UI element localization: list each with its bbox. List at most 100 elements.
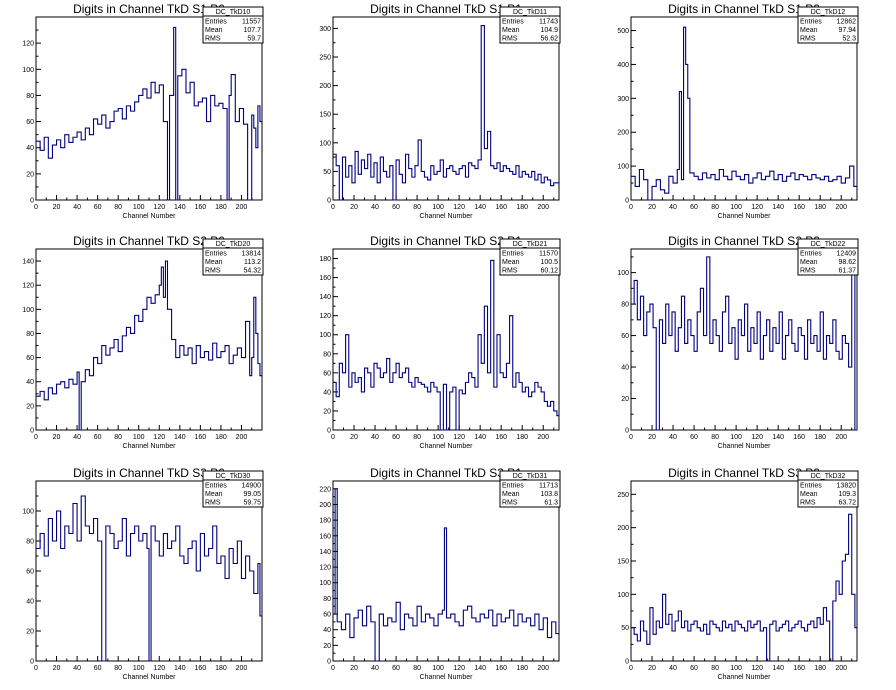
x-tick-label: 0 xyxy=(331,665,335,672)
y-tick-label: 200 xyxy=(617,130,629,137)
x-tick-label: 200 xyxy=(236,665,248,672)
y-tick-label: 60 xyxy=(26,355,34,362)
y-tick-label: 20 xyxy=(26,403,34,410)
plot-frame xyxy=(630,480,858,662)
stats-rms-value: 56.62 xyxy=(540,36,558,43)
stats-box-frame xyxy=(797,6,859,44)
y-tick-label: 140 xyxy=(319,294,331,301)
stats-name: DC_TkD10 xyxy=(216,9,251,16)
x-tick-label: 120 xyxy=(453,665,465,672)
x-tick-label: 140 xyxy=(174,204,186,211)
panel-title: Digits in Channel TkD S2 P0 xyxy=(73,234,225,248)
y-tick-label: 40 xyxy=(26,599,34,606)
x-tick-label: 180 xyxy=(516,665,528,672)
x-tick-label: 40 xyxy=(73,434,81,441)
stats-label: RMS xyxy=(502,268,518,275)
x-tick-label: 40 xyxy=(669,434,677,441)
stats-label: Entries xyxy=(502,19,524,26)
y-tick-label: 50 xyxy=(621,625,629,632)
x-tick-label: 120 xyxy=(153,665,165,672)
stats-box: DC_TkD31 Entries 11713 Mean 103.8 RMS 61.3 xyxy=(499,470,561,508)
stats-mean-value: 97.94 xyxy=(838,27,856,34)
x-tick-label: 80 xyxy=(711,434,719,441)
y-tick-label: 200 xyxy=(319,502,331,509)
x-tick-label: 0 xyxy=(34,204,38,211)
stats-rms-value: 61.37 xyxy=(838,268,856,275)
x-tick-label: 140 xyxy=(474,665,486,672)
y-tick-label: 40 xyxy=(621,365,629,372)
stats-entries-value: 11743 xyxy=(539,19,558,26)
y-tick-label: 50 xyxy=(323,169,331,176)
x-tick-label: 100 xyxy=(432,434,444,441)
stats-rms-value: 59.75 xyxy=(243,500,261,507)
y-tick-label: 250 xyxy=(319,55,331,62)
x-tick-label: 100 xyxy=(730,665,742,672)
x-tick-label: 80 xyxy=(114,204,122,211)
x-tick-label: 120 xyxy=(453,434,465,441)
x-tick-label: 200 xyxy=(236,434,248,441)
x-tick-label: 180 xyxy=(814,434,826,441)
stats-rms-value: 61.3 xyxy=(544,500,558,507)
y-tick-label: 0 xyxy=(30,428,34,435)
x-tick-label: 180 xyxy=(516,204,528,211)
stats-label: Mean xyxy=(502,27,520,34)
stats-box-frame xyxy=(797,470,859,508)
x-tick-label: 60 xyxy=(690,434,698,441)
y-tick-label: 140 xyxy=(319,549,331,556)
x-tick-label: 100 xyxy=(432,204,444,211)
x-tick-label: 200 xyxy=(537,204,549,211)
x-tick-label: 60 xyxy=(690,665,698,672)
stats-label: RMS xyxy=(800,36,816,43)
panel-title: Digits in Channel TkD S3 P0 xyxy=(73,466,225,480)
panel-title: Digits in Channel TkD S1 P0 xyxy=(73,2,225,16)
stats-box-frame xyxy=(202,6,264,44)
histogram-line xyxy=(36,260,262,431)
y-tick-label: 150 xyxy=(319,112,331,119)
stats-entries-value: 11557 xyxy=(242,19,261,26)
x-tick-label: 80 xyxy=(413,204,421,211)
histogram-panel: Digits in Channel TkD S3 P1 0 20 40 60 80 100 1… xyxy=(319,466,561,681)
stats-mean-value: 104.9 xyxy=(540,27,558,34)
x-tick-label: 180 xyxy=(516,434,528,441)
x-tick-label: 100 xyxy=(432,665,444,672)
histogram-panel: Digits in Channel TkD S1 P0 0 20 40 60 80 100 1… xyxy=(22,2,264,220)
y-tick-label: 300 xyxy=(319,26,331,33)
stats-label: Mean xyxy=(502,259,520,266)
histogram-panel: Digits in Channel TkD S3 P0 0 20 40 60 80 100 1… xyxy=(22,466,264,681)
x-tick-label: 40 xyxy=(73,665,81,672)
panel-title: Digits in Channel TkD S1 P1 xyxy=(370,2,522,16)
x-tick-label: 80 xyxy=(413,665,421,672)
y-tick-label: 100 xyxy=(617,592,629,599)
y-tick-label: 400 xyxy=(617,62,629,69)
stats-entries-value: 14900 xyxy=(242,483,262,490)
y-tick-label: 0 xyxy=(30,659,34,666)
histogram-line xyxy=(631,256,857,431)
x-tick-label: 200 xyxy=(835,665,847,672)
x-tick-label: 160 xyxy=(495,434,507,441)
y-tick-label: 60 xyxy=(323,370,331,377)
x-tick-label: 160 xyxy=(495,204,507,211)
x-tick-label: 160 xyxy=(195,204,207,211)
stats-label: Entries xyxy=(800,483,822,490)
x-tick-label: 40 xyxy=(669,204,677,211)
histogram-panel: Digits in Channel TkD S3 P2 0 20 40 60 80 100 1… xyxy=(617,466,859,681)
x-tick-label: 200 xyxy=(537,434,549,441)
stats-label: Mean xyxy=(502,491,520,498)
stats-mean-value: 109.3 xyxy=(838,491,856,498)
y-tick-label: 100 xyxy=(22,509,34,516)
histogram-panel: Digits in Channel TkD S1 P2 0 20 40 60 80 100 1… xyxy=(617,2,859,220)
y-tick-label: 160 xyxy=(319,533,331,540)
y-tick-label: 0 xyxy=(30,198,34,205)
stats-mean-value: 113.2 xyxy=(244,259,261,266)
plot-frame xyxy=(332,16,560,201)
y-tick-label: 180 xyxy=(319,518,331,525)
y-tick-label: 120 xyxy=(319,565,331,572)
x-tick-label: 60 xyxy=(392,665,400,672)
stats-label: RMS xyxy=(800,500,816,507)
stats-entries-value: 12409 xyxy=(837,251,857,258)
x-axis-label: Channel Number xyxy=(718,674,772,681)
x-tick-label: 40 xyxy=(73,204,81,211)
x-tick-label: 120 xyxy=(751,665,763,672)
x-tick-label: 60 xyxy=(94,204,102,211)
panel-title: Digits in Channel TkD S2 P1 xyxy=(370,234,522,248)
